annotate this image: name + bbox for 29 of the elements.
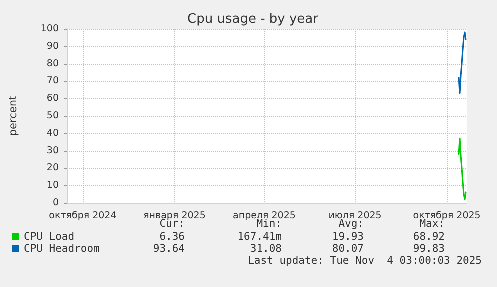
text: 6.36 <box>160 231 185 243</box>
y-tick-label: 70 <box>46 76 59 87</box>
y-tick-label: 100 <box>40 24 59 34</box>
line-series <box>458 138 467 200</box>
text: 99.83 <box>413 243 445 255</box>
x-tick-label: октября 2025 <box>413 210 481 222</box>
y-tick-label: 60 <box>46 93 59 104</box>
y-tick-label: 0 <box>52 198 59 208</box>
text: 80.07 <box>332 243 364 255</box>
y-tick-label: 10 <box>46 180 59 192</box>
y-tick-label: 90 <box>46 40 59 52</box>
text: 19.93 <box>332 231 364 243</box>
x-tick-label: октября 2024 <box>49 210 117 222</box>
chart-title: Cpu usage - by year <box>188 12 320 27</box>
y-tick-label: 40 <box>46 128 59 139</box>
text: Last update: Tue Nov 4 03:00:03 2025 <box>248 255 482 267</box>
y-tick-label: 20 <box>46 162 59 174</box>
legend-label: CPU Load <box>24 231 75 243</box>
text: 93.64 <box>153 243 185 255</box>
text: Avg: <box>338 218 364 230</box>
y-tick-label: 50 <box>46 110 59 122</box>
text: 31.08 <box>250 243 282 255</box>
line-series <box>458 32 467 94</box>
legend-label: CPU Headroom <box>24 243 100 255</box>
y-axis-title: percent <box>8 96 20 136</box>
y-tick-label: 30 <box>46 145 59 156</box>
text: 68.92 <box>413 231 445 243</box>
y-tick-label: 80 <box>46 58 59 70</box>
text: 167.41m <box>238 231 282 243</box>
